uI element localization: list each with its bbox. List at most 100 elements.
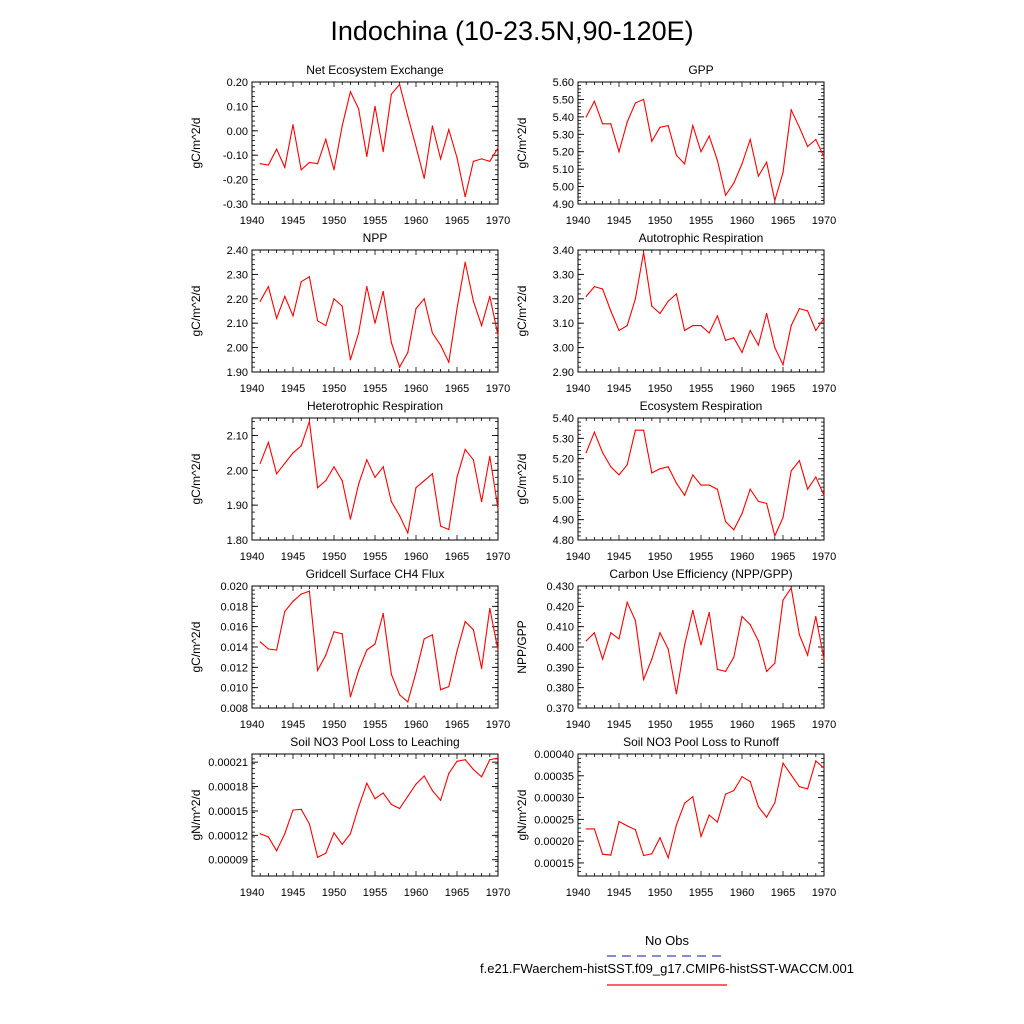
data-point [602,853,604,855]
data-point [349,359,351,361]
data-point [481,501,483,503]
y-tick-label: -0.10 [223,150,248,162]
data-point [489,295,491,297]
data-point [815,329,817,332]
data-point [267,286,269,288]
data-point [643,251,645,254]
data-point [292,809,294,811]
data-point [341,633,343,635]
y-tick-label: 0.00021 [208,757,248,769]
data-point [708,135,710,137]
data-point [626,464,628,466]
data-point [366,286,368,288]
x-tick-label: 1940 [566,215,590,227]
data-point [741,163,743,165]
data-point [716,315,719,317]
y-tick-label: 0.380 [546,683,574,695]
data-point [807,788,809,790]
x-tick-label: 1970 [486,887,510,899]
plot-frame [251,81,499,205]
y-tick-label: 3.10 [553,318,574,330]
data-point [440,689,442,691]
data-point [725,670,727,673]
x-tick-label: 1965 [771,887,795,899]
series-line [259,262,499,369]
data-point [774,347,776,349]
x-tick-label: 1965 [445,551,469,563]
chart-title: GPP [688,63,713,77]
data-point [782,762,784,764]
data-point [423,480,425,482]
x-tick-label: 1960 [730,551,754,563]
data-point [382,466,384,468]
data-point [440,799,442,801]
data-point [267,836,269,838]
data-point [489,160,491,162]
x-tick-label: 1955 [363,887,387,899]
data-point [823,767,825,769]
data-point [585,640,587,642]
chart-title: Carbon Use Efficiency (NPP/GPP) [609,567,792,581]
series-line [586,760,825,860]
data-point [741,776,743,778]
data-point [497,147,499,149]
data-point [415,307,417,310]
y-tick-label: 0.00040 [534,749,574,761]
data-point [366,459,368,461]
data-point [267,648,269,650]
data-point [317,163,319,165]
y-tick-label: 5.10 [553,164,574,176]
y-tick-label: 0.00 [227,126,248,138]
data-point [757,640,760,642]
data-point [366,155,368,158]
y-tick-label: 5.30 [553,433,574,445]
x-tick-label: 1960 [404,383,428,395]
series-line [260,83,499,197]
x-tick-label: 1945 [281,215,305,227]
x-tick-label: 1960 [730,719,754,731]
data-point [481,776,483,778]
data-point [733,337,735,339]
data-point [815,615,817,618]
data-point [407,532,409,534]
x-tick-label: 1945 [607,887,631,899]
y-tick-label: 5.50 [553,94,574,106]
data-point [807,488,809,490]
data-point [823,658,825,660]
data-point [448,528,450,531]
data-point [481,667,483,669]
data-point [308,590,310,592]
data-point [692,325,694,327]
data-point [448,128,450,131]
data-point [390,501,392,503]
data-point [317,856,319,858]
data-point [618,820,620,823]
series-line [259,590,499,703]
data-point [341,125,343,127]
y-tick-label: 0.00012 [208,830,248,842]
data-point [415,487,417,489]
x-tick-label: 1940 [566,887,590,899]
y-tick-label: 2.00 [227,465,248,477]
data-point [308,161,310,164]
data-point [593,286,596,288]
x-tick-label: 1960 [404,887,428,899]
data-point [399,515,401,517]
data-point [659,126,661,128]
x-tick-label: 1950 [648,887,672,899]
data-point [399,807,401,810]
data-point [464,261,466,263]
data-point [259,641,261,643]
x-tick-label: 1955 [363,719,387,731]
x-tick-label: 1940 [240,215,264,227]
data-point [782,364,784,366]
plot-frame [251,249,499,373]
data-point [643,678,645,681]
data-point [725,793,727,795]
y-tick-label: 0.370 [546,703,574,715]
data-point [626,325,628,327]
y-tick-label: 1.90 [227,367,248,379]
data-point [667,857,669,859]
y-tick-label: 0.10 [227,101,248,113]
data-point [390,93,392,95]
